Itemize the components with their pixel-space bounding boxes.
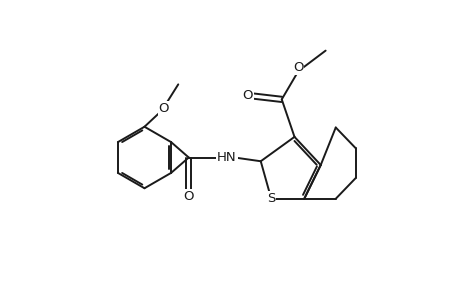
- Text: O: O: [183, 190, 194, 202]
- Text: O: O: [292, 61, 303, 74]
- Text: O: O: [242, 89, 252, 102]
- Text: S: S: [267, 192, 275, 205]
- Text: HN: HN: [217, 151, 236, 164]
- Text: O: O: [158, 102, 168, 115]
